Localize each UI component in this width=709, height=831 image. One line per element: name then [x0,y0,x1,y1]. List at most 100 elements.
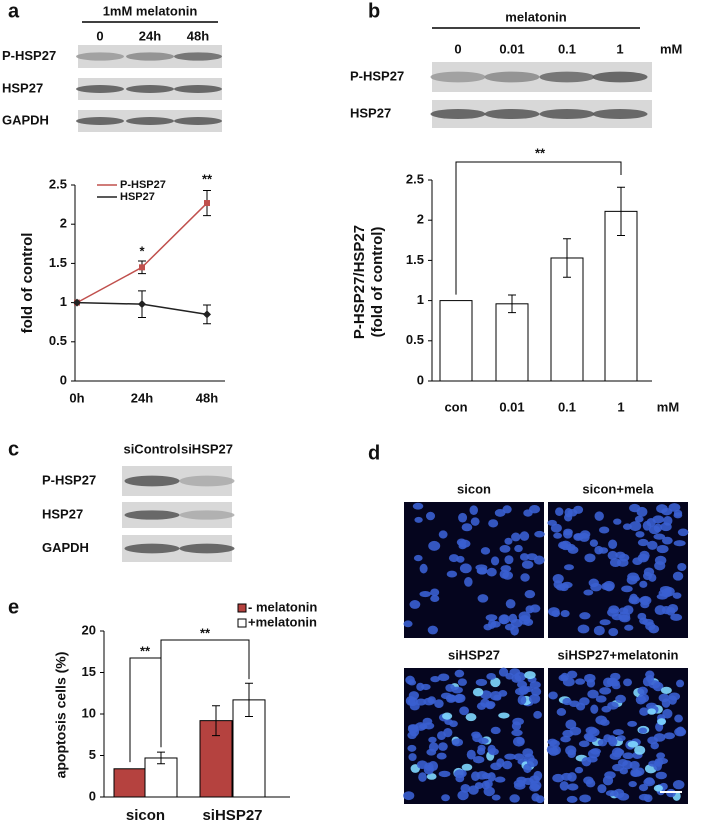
nucleus [405,675,415,685]
annotation: ** [140,643,151,658]
nucleus [531,687,542,696]
nucleus [436,752,447,760]
nucleus [430,675,440,683]
nucleus [480,547,491,555]
blot-band [179,510,235,520]
marker [73,298,81,307]
nucleus [548,607,560,617]
nucleus [458,543,467,550]
nucleus [638,783,649,792]
nucleus [637,693,649,703]
nucleus [575,678,586,685]
nucleus [628,780,637,788]
nucleus [457,790,469,801]
nucleus [609,679,620,687]
nucleus [563,564,574,571]
nucleus [434,699,444,708]
nucleus [415,698,427,706]
micrograph-label: siHSP27+melatonin [557,647,678,662]
nucleus [498,689,508,697]
blot-header: melatonin [505,9,566,24]
marker [138,300,146,309]
nucleus [529,783,541,792]
nucleus [564,513,573,522]
nucleus [461,763,473,771]
nucleus [443,728,453,738]
nucleus [486,567,497,577]
nucleus [661,605,671,615]
nucleus [458,512,468,523]
nucleus [655,771,667,780]
legend-label: HSP27 [120,191,155,203]
nucleus [674,714,683,723]
nucleus [601,705,612,713]
nucleus [511,721,522,731]
panel-letter: d [368,442,380,464]
y-tick-label: 2.5 [49,176,67,191]
nucleus [622,760,633,770]
nucleus [639,596,650,604]
nucleus [529,505,541,514]
bar [113,768,147,798]
bracket [129,657,162,763]
blot-band [124,475,180,487]
lane-label: 0.1 [558,41,576,56]
nucleus [500,565,512,573]
annotation: ** [200,625,211,640]
bar [604,210,638,382]
nucleus [469,505,478,516]
nucleus [465,713,477,722]
y-tick-label: 15 [82,664,96,679]
blot-band [592,108,648,120]
nucleus [594,511,604,521]
nucleus [607,608,620,617]
nucleus [637,612,647,620]
row-label: HSP27 [350,105,391,120]
nucleus [634,745,646,755]
nucleus [579,794,591,803]
nucleus [627,720,638,727]
nucleus [675,726,686,736]
error-bar [508,294,516,314]
nucleus [578,532,590,542]
marker [204,200,210,207]
nucleus [426,773,437,780]
nucleus [531,793,540,802]
nucleus [451,738,464,747]
nucleus [636,506,648,517]
blot-band [174,85,222,93]
nucleus [637,686,648,696]
nucleus [504,537,513,545]
nucleus [460,783,471,793]
nucleus [597,784,607,794]
nucleus [485,614,498,622]
bracket [455,161,622,295]
nucleus [485,702,495,710]
nucleus [438,770,451,778]
nucleus [645,621,656,631]
error-bar [563,238,571,278]
nucleus [519,553,529,561]
x-tick-label: 0h [69,390,84,405]
row-label: P-HSP27 [2,48,56,63]
nucleus [426,748,437,756]
nucleus [598,526,610,534]
nucleus [529,681,541,689]
nucleus [409,600,421,609]
blot-band [174,52,222,61]
blot-band [126,52,174,61]
nucleus [552,573,564,584]
nucleus [650,742,659,750]
nucleus [673,540,686,547]
nucleus [653,784,663,792]
nucleus [505,672,514,680]
nucleus [619,767,629,775]
nucleus [414,516,423,523]
nucleus [407,744,417,752]
nucleus [513,753,525,761]
nucleus [595,695,607,703]
lane-label: siHSP27 [181,441,233,456]
nucleus [639,550,650,561]
marker [203,310,211,319]
